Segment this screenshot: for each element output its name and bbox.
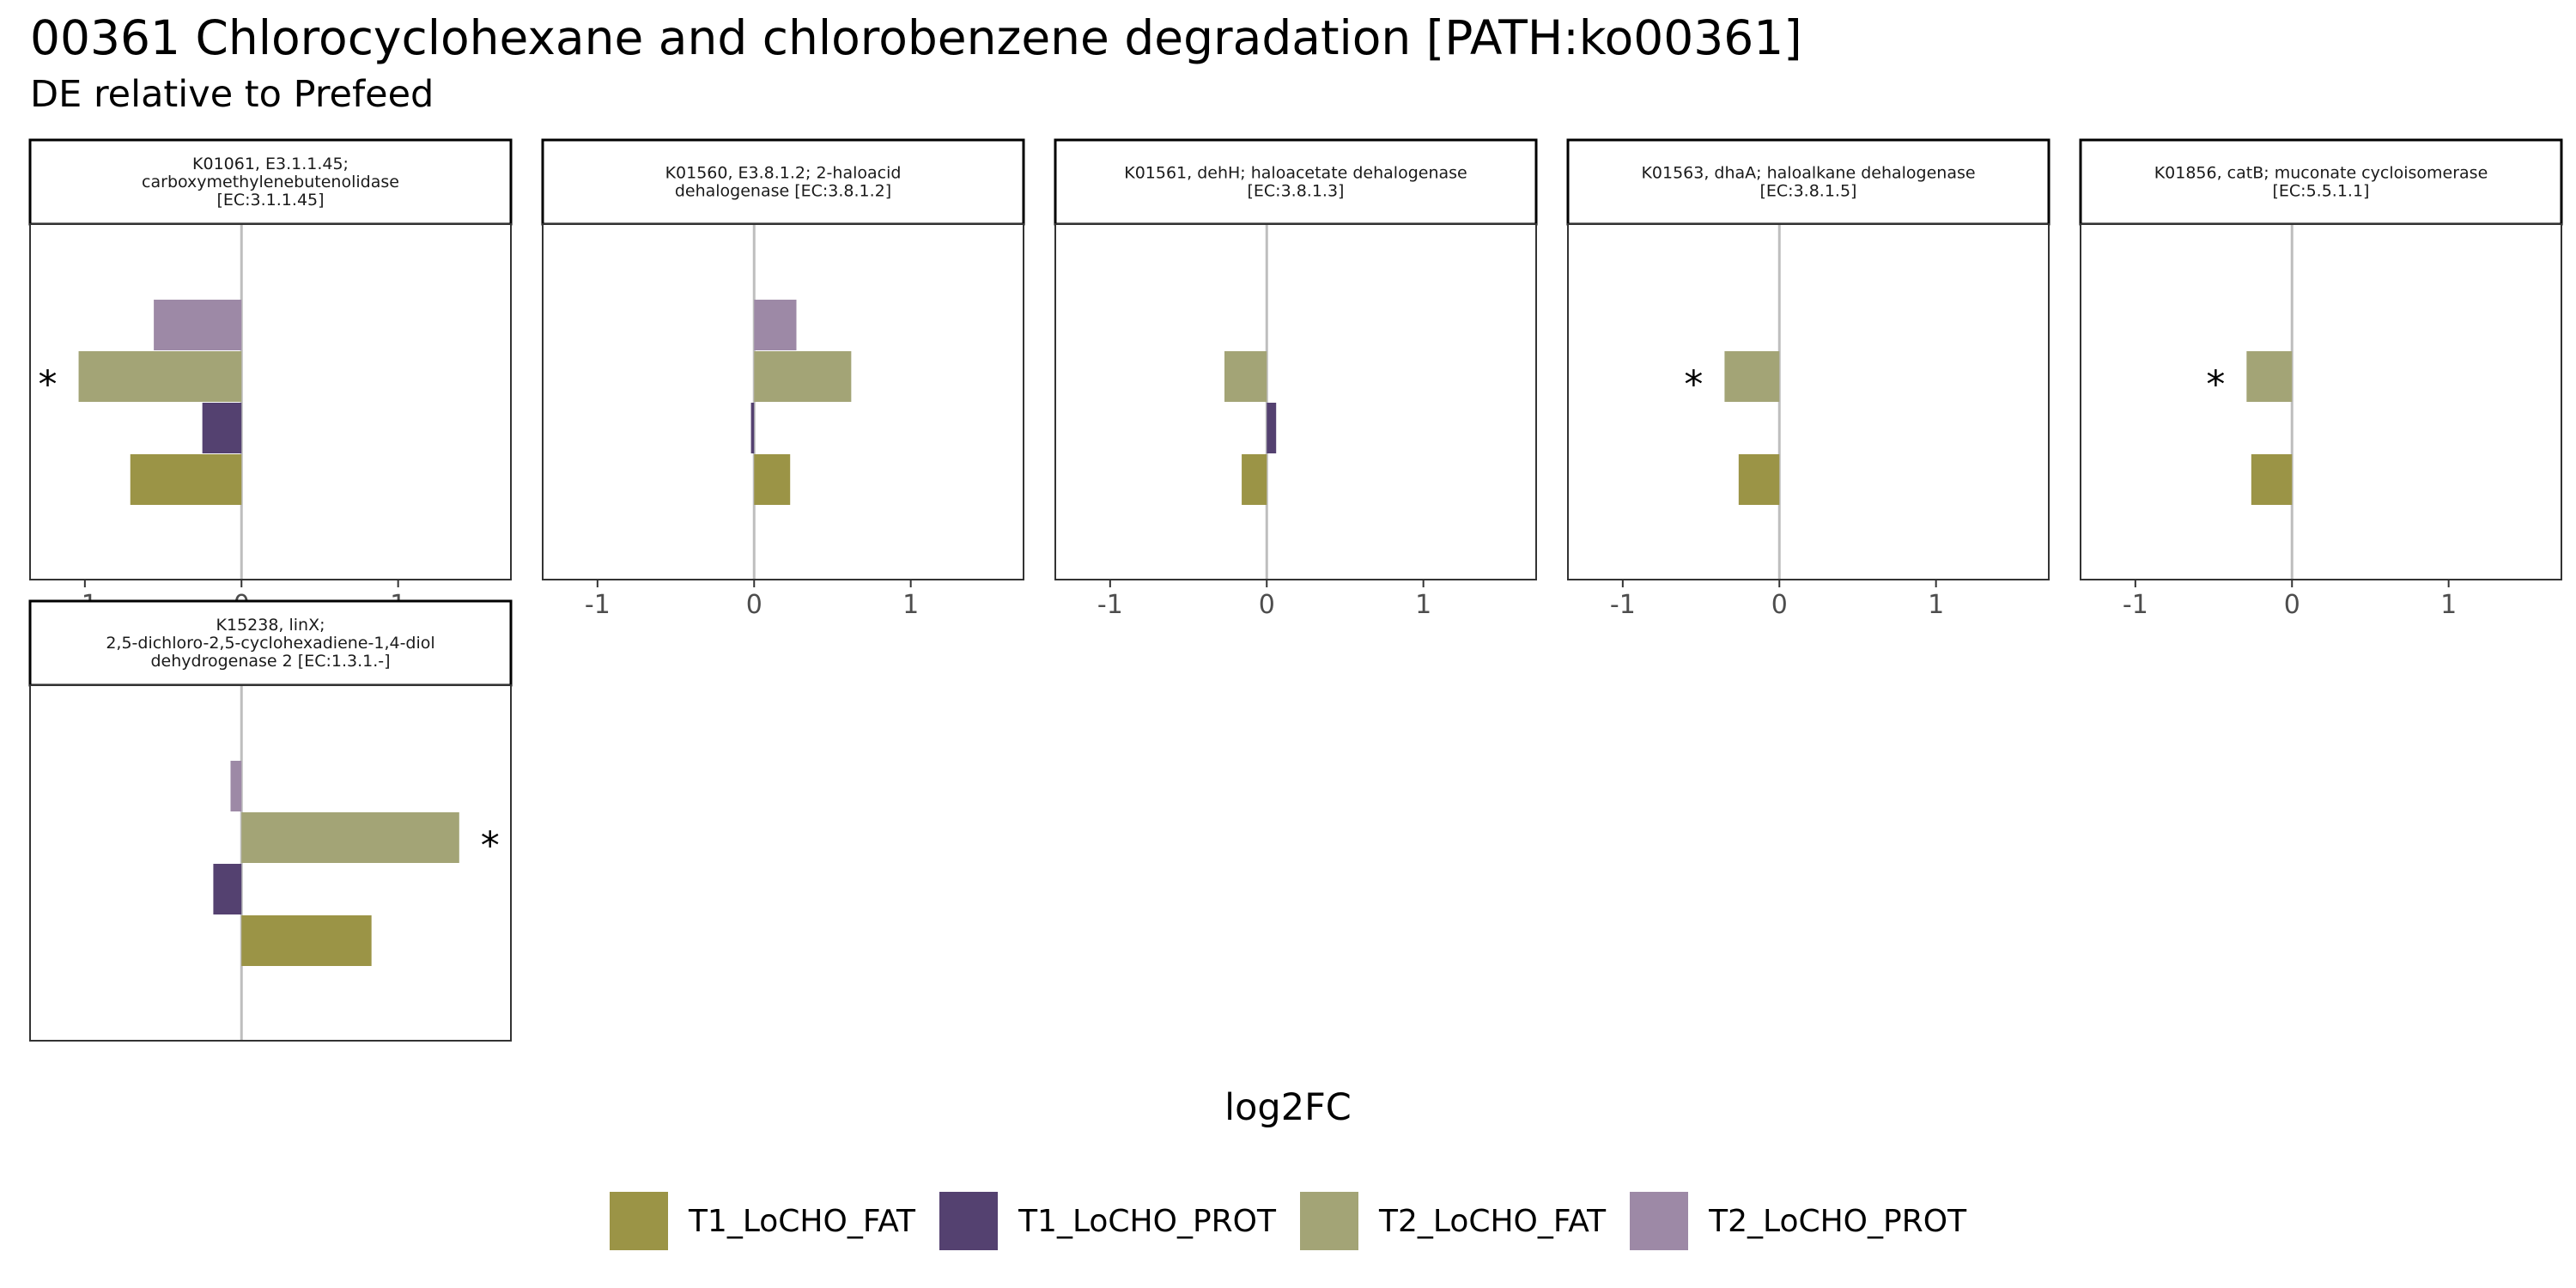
strip-label: K01561, dehH; haloacetate dehalogenase	[1124, 164, 1467, 183]
x-tick-label: -1	[1610, 590, 1636, 620]
legend-item: T2_LoCHO_FAT	[1300, 1192, 1606, 1250]
bar-t2-locho-fat	[754, 351, 852, 402]
strip-label: K15238, linX;	[216, 616, 325, 635]
bar-t1-locho-fat	[1738, 454, 1780, 505]
strip-label: K01560, E3.8.1.2; 2-haloacid	[665, 164, 902, 183]
x-tick-label: 0	[1259, 590, 1275, 620]
bar-t2-locho-fat	[1724, 351, 1780, 402]
significance-marker: *	[1684, 363, 1703, 407]
panel-border	[542, 223, 1024, 580]
strip-label: carboxymethylenebutenolidase	[142, 173, 399, 191]
strip-box	[1054, 138, 1538, 226]
strip-label: K01856, catB; muconate cycloisomerase	[2154, 164, 2488, 183]
x-tick-label: 0	[746, 590, 762, 620]
legend-label: T2_LoCHO_PROT	[1709, 1203, 1967, 1239]
legend-item: T1_LoCHO_PROT	[939, 1192, 1276, 1250]
x-tick-label: 1	[1928, 590, 1944, 620]
bar-t2-locho-fat	[2246, 351, 2293, 402]
significance-marker: *	[481, 824, 500, 868]
panel-background	[1055, 224, 1536, 580]
chart-title: 00361 Chlorocyclohexane and chlorobenzen…	[30, 10, 1802, 65]
facet-panel: K01061, E3.1.1.45;carboxymethylenebuteno…	[28, 138, 513, 620]
strip-box	[2079, 138, 2563, 226]
bar-t2-locho-prot	[154, 300, 242, 350]
strip-label: dehydrogenase 2 [EC:1.3.1.-]	[150, 652, 390, 671]
bar-t2-locho-prot	[754, 300, 797, 350]
strip-label: [EC:3.1.1.45]	[216, 191, 324, 210]
strip-label: K01563, dhaA; haloalkane dehalogenase	[1641, 164, 1975, 183]
bar-t1-locho-fat	[241, 915, 372, 966]
strip-label: K01061, E3.1.1.45;	[192, 155, 349, 173]
strip-label: dehalogenase [EC:3.8.1.2]	[675, 182, 891, 201]
panel-border	[29, 223, 512, 580]
x-tick-label: 1	[902, 590, 919, 620]
panel-background	[1568, 224, 2049, 580]
facet-panel: K01856, catB; muconate cycloisomerase[EC…	[2079, 138, 2563, 620]
legend-key-swatch	[1300, 1192, 1358, 1250]
bar-t1-locho-prot	[202, 403, 242, 453]
strip-label: [EC:5.5.1.1]	[2273, 182, 2370, 201]
legend-item: T2_LoCHO_PROT	[1630, 1192, 1966, 1250]
facet-panel: K15238, linX;2,5-dichloro-2,5-cyclohexad…	[28, 599, 513, 1042]
panel-border	[2080, 223, 2562, 580]
bar-t1-locho-fat	[1242, 454, 1267, 505]
legend-key-swatch	[1630, 1192, 1689, 1250]
bar-t2-locho-fat	[78, 351, 242, 402]
panel-border	[29, 684, 512, 1042]
bar-t1-locho-prot	[750, 403, 755, 453]
chart-subtitle: DE relative to Prefeed	[30, 73, 434, 116]
x-axis-title: log2FC	[1224, 1086, 1352, 1129]
x-tick-label: -1	[585, 590, 611, 620]
bar-t1-locho-fat	[2251, 454, 2293, 505]
legend-label: T2_LoCHO_FAT	[1379, 1203, 1607, 1239]
significance-marker: *	[2206, 363, 2225, 407]
bar-t1-locho-prot	[213, 864, 242, 914]
x-tick-label: -1	[1097, 590, 1123, 620]
x-tick-label: -1	[2123, 590, 2148, 620]
x-tick-label: 0	[2284, 590, 2300, 620]
panel-border	[1567, 223, 2050, 580]
legend: T1_LoCHO_FAT T1_LoCHO_PROT T2_LoCHO_FAT T2_…	[0, 1192, 2576, 1250]
legend-label: T1_LoCHO_PROT	[1018, 1203, 1276, 1239]
significance-marker: *	[39, 363, 58, 407]
facet-panel: K01563, dhaA; haloalkane dehalogenase[EC…	[1566, 138, 2050, 620]
bar-t2-locho-fat	[241, 812, 459, 863]
panel-border	[1054, 223, 1537, 580]
bar-t2-locho-fat	[1224, 351, 1267, 402]
strip-label: [EC:3.8.1.5]	[1760, 182, 1857, 201]
panel-background	[2081, 224, 2561, 580]
bar-t1-locho-fat	[130, 454, 242, 505]
bar-t2-locho-prot	[230, 761, 242, 811]
legend-item: T1_LoCHO_FAT	[609, 1192, 916, 1250]
bar-t1-locho-fat	[754, 454, 791, 505]
legend-key-swatch	[939, 1192, 999, 1250]
x-tick-label: 1	[1415, 590, 1431, 620]
strip-box	[541, 138, 1025, 226]
bar-t1-locho-prot	[1267, 403, 1277, 453]
strip-label: [EC:3.8.1.3]	[1248, 182, 1345, 201]
facet-panel: K01561, dehH; haloacetate dehalogenase[E…	[1054, 138, 1538, 620]
x-tick-label: 0	[1771, 590, 1788, 620]
x-tick-label: 1	[2440, 590, 2457, 620]
legend-label: T1_LoCHO_FAT	[688, 1203, 916, 1239]
strip-box	[1566, 138, 2050, 226]
facet-panel: K01560, E3.8.1.2; 2-haloaciddehalogenase…	[541, 138, 1025, 620]
legend-key-swatch	[609, 1192, 668, 1250]
strip-label: 2,5-dichloro-2,5-cyclohexadiene-1,4-diol	[106, 634, 434, 653]
